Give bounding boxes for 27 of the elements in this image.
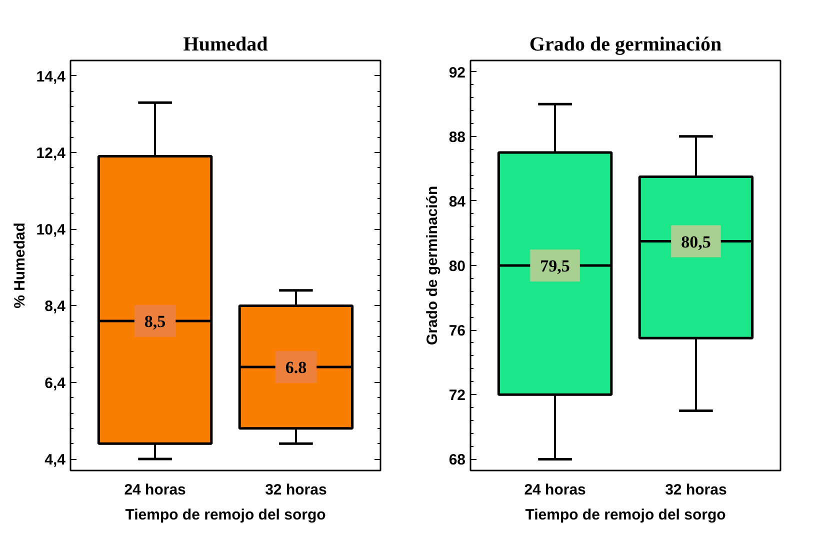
x-tick-label: 32 horas [665,482,727,498]
y-tick-label: 76 [448,322,466,340]
y-tick-label: 92 [448,64,466,82]
y-tick-label: 72 [448,387,466,404]
y-tick-label: 12,4 [36,144,66,162]
y-tick-label: 4,4 [44,452,66,469]
annotation: 79,5 [540,256,570,276]
chart-title: Humedad [183,34,268,56]
x-axis-title: Tiempo de remojo del sorgo [125,506,326,524]
x-tick-label: 24 horas [124,482,186,498]
y-tick-label: 10,4 [36,222,66,239]
annotation: 8,5 [144,312,166,332]
annotation: 6.8 [285,358,307,378]
chart-title: Grado de germinación [529,34,722,56]
annotation: 80,5 [681,232,711,252]
y-tick-label: 14,4 [36,68,66,86]
y-tick-label: 88 [448,128,466,146]
x-tick-label: 24 horas [524,482,586,498]
y-axis-title: Grado de germinación [424,186,441,346]
x-tick-label: 32 horas [265,482,327,498]
x-axis-title: Tiempo de remojo del sorgo [525,506,726,524]
y-tick-label: 8,4 [44,298,66,316]
y-tick-label: 68 [448,452,466,469]
y-axis-title: % Humedad [11,222,28,308]
y-tick-label: 80 [448,258,466,275]
y-tick-label: 84 [448,193,466,210]
y-tick-label: 6,4 [44,374,66,392]
